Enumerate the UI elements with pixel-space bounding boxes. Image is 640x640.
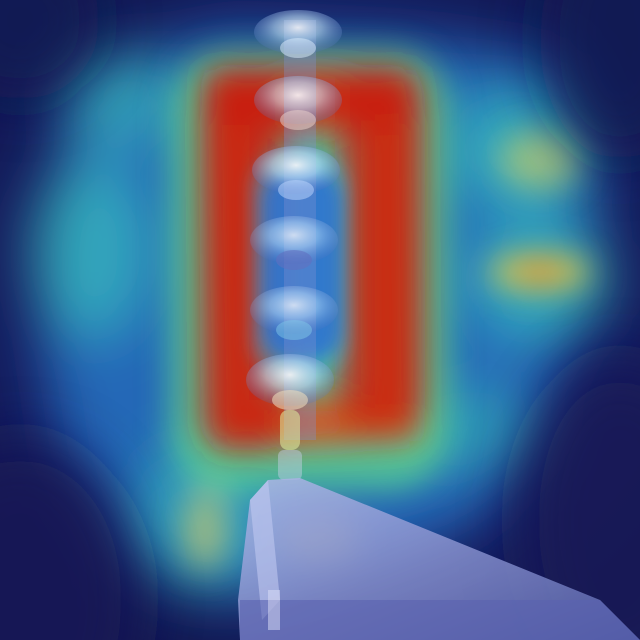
insulator-disc-1 [254, 10, 342, 58]
cross-arm-bracket [238, 478, 640, 640]
insulator-disc-3 [252, 146, 340, 200]
insulator-disc-4 [250, 216, 338, 270]
insulator-string [246, 10, 342, 480]
insulator-fitting [278, 410, 302, 480]
insulator-disc-2 [254, 76, 342, 130]
insulator-disc-5 [250, 286, 338, 340]
insulator-disc-6 [246, 354, 334, 410]
